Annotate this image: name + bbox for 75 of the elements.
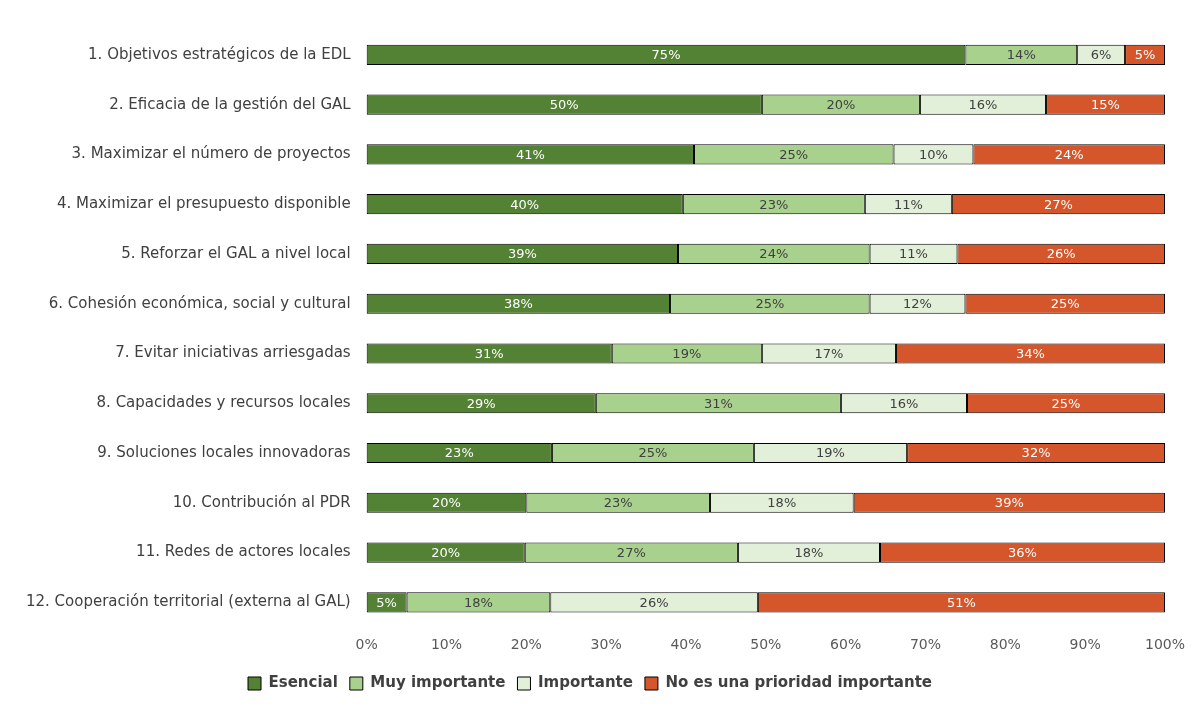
legend-label: Muy importante xyxy=(370,673,506,692)
data-label: 38% xyxy=(503,296,533,312)
data-label: 14% xyxy=(1006,47,1036,63)
data-label: 26% xyxy=(1046,246,1076,262)
data-label: 39% xyxy=(994,495,1024,511)
data-label: 25% xyxy=(1051,395,1081,411)
x-tick-label: 30% xyxy=(590,636,622,653)
x-tick-label: 70% xyxy=(909,636,942,653)
data-label: 11% xyxy=(893,196,923,212)
data-label: 15% xyxy=(1091,97,1120,113)
data-label: 18% xyxy=(767,495,797,511)
data-label: 23% xyxy=(444,445,474,461)
data-label: 51% xyxy=(946,594,976,610)
data-label: 16% xyxy=(968,97,998,113)
x-tick-label: 20% xyxy=(510,636,542,653)
y-tick-label: 11. Redes de actores locales xyxy=(136,542,351,561)
x-tick-label: 40% xyxy=(670,636,702,653)
data-label: 25% xyxy=(638,445,668,461)
data-label: 27% xyxy=(1043,196,1073,212)
data-label: 23% xyxy=(603,495,633,511)
data-label: 18% xyxy=(794,544,824,560)
data-label: 26% xyxy=(639,594,669,610)
data-label: 25% xyxy=(1050,296,1080,312)
data-label: 50% xyxy=(549,97,579,113)
y-tick-label: 2. Eficacia de la gestión del GAL xyxy=(109,94,352,113)
data-label: 31% xyxy=(474,345,504,361)
data-label: 25% xyxy=(779,146,809,162)
x-tick-label: 60% xyxy=(830,636,862,653)
data-label: 31% xyxy=(703,395,733,411)
data-label: 20% xyxy=(432,495,461,511)
x-tick-label: 50% xyxy=(750,636,782,653)
data-label: 24% xyxy=(1054,146,1084,162)
data-label: 34% xyxy=(1016,345,1045,361)
data-label: 20% xyxy=(431,544,461,560)
x-tick-label: 90% xyxy=(1069,636,1101,653)
data-label: 20% xyxy=(826,97,856,113)
data-label: 18% xyxy=(464,594,493,610)
x-tick-label: 10% xyxy=(430,636,463,653)
y-tick-label: 1. Objetivos estratégicos de la EDL xyxy=(88,44,352,63)
y-tick-label: 7. Evitar iniciativas arriesgadas xyxy=(115,343,351,362)
data-label: 5% xyxy=(1134,47,1156,63)
data-label: 16% xyxy=(889,395,919,411)
y-tick-label: 9. Soluciones locales innovadoras xyxy=(97,442,351,461)
data-label: 6% xyxy=(1090,47,1112,63)
data-label: 10% xyxy=(919,146,948,162)
y-tick-label: 4. Maximizar el presupuesto disponible xyxy=(56,194,351,213)
legend-label: Esencial xyxy=(268,673,338,692)
data-label: 40% xyxy=(510,196,540,212)
data-label: 41% xyxy=(515,146,545,162)
data-label: 29% xyxy=(466,395,496,411)
x-tick-label: 80% xyxy=(989,636,1021,653)
data-label: 27% xyxy=(616,544,646,560)
y-tick-label: 10. Contribución al PDR xyxy=(172,492,351,511)
data-label: 12% xyxy=(903,296,932,312)
data-label: 11% xyxy=(899,246,928,262)
data-label: 24% xyxy=(759,246,789,262)
data-label: 39% xyxy=(507,246,537,262)
y-tick-label: 8. Capacidades y recursos locales xyxy=(96,393,351,412)
data-label: 75% xyxy=(651,47,681,63)
legend-label: No es una prioridad importante xyxy=(665,673,932,692)
data-label: 32% xyxy=(1021,445,1051,461)
data-label: 5% xyxy=(376,594,397,610)
x-tick-label: 0% xyxy=(355,636,378,653)
data-label: 17% xyxy=(814,345,844,361)
data-label: 36% xyxy=(1008,544,1037,560)
y-tick-label: 3. Maximizar el número de proyectos xyxy=(71,144,351,163)
y-tick-label: 6. Cohesión económica, social y cultural xyxy=(48,293,351,312)
data-label: 19% xyxy=(816,445,845,461)
y-tick-label: 12. Cooperación territorial (externa al GAL) xyxy=(25,592,351,611)
legend-label: Importante xyxy=(537,673,633,692)
x-tick-label: 100% xyxy=(1144,636,1185,653)
data-label: 23% xyxy=(759,196,789,212)
data-label: 19% xyxy=(672,345,702,361)
data-label: 25% xyxy=(755,296,785,312)
y-tick-label: 5. Reforzar el GAL a nivel local xyxy=(121,243,351,262)
